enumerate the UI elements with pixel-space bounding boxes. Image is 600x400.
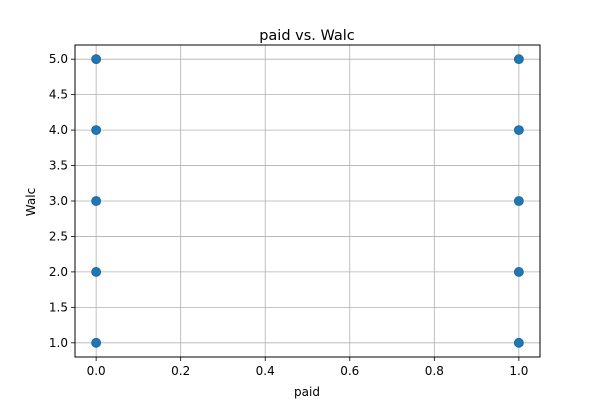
y-tick-label: 4.5 — [49, 88, 68, 102]
y-tick-label: 3.0 — [49, 194, 68, 208]
data-point — [91, 125, 102, 135]
y-tick-label: 5.0 — [49, 52, 68, 66]
chart-title: paid vs. Walc — [259, 28, 355, 44]
data-point — [513, 267, 524, 277]
y-axis-ticks: 1.0 1.5 2.0 2.5 3.0 3.5 4.0 4.5 5.0 — [49, 52, 75, 350]
y-tick-label: 4.0 — [49, 123, 68, 137]
data-point — [91, 54, 102, 65]
x-tick-label: 0.0 — [87, 364, 106, 378]
x-tick-label: 0.4 — [256, 364, 275, 378]
x-tick-label: 0.8 — [425, 364, 444, 378]
x-tick-label: 0.2 — [171, 364, 190, 378]
x-axis-title: paid — [294, 385, 320, 399]
y-axis-title: Walc — [24, 188, 38, 216]
data-point — [513, 196, 524, 206]
y-tick-label: 3.5 — [49, 159, 68, 173]
data-point — [91, 267, 102, 277]
x-tick-label: 1.0 — [509, 364, 528, 378]
data-point — [513, 337, 524, 348]
data-point — [91, 196, 102, 206]
data-points — [91, 54, 524, 348]
y-tick-label: 2.0 — [49, 265, 68, 279]
x-tick-label: 0.6 — [340, 364, 359, 378]
y-tick-label: 1.5 — [49, 300, 68, 314]
y-tick-label: 2.5 — [49, 229, 68, 243]
data-point — [91, 337, 102, 348]
y-tick-label: 1.0 — [49, 336, 68, 350]
data-point — [513, 125, 524, 135]
x-axis-ticks: 0.0 0.2 0.4 0.6 0.8 1.0 — [87, 357, 528, 378]
data-point — [513, 54, 524, 65]
